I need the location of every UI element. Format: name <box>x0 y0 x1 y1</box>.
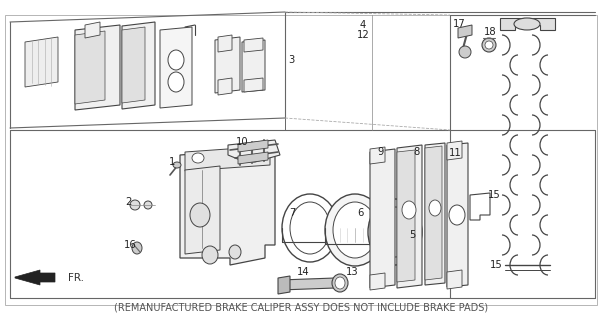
Polygon shape <box>238 140 268 152</box>
Polygon shape <box>397 145 422 288</box>
Polygon shape <box>218 78 232 95</box>
Text: FR.: FR. <box>68 273 84 283</box>
Text: 4: 4 <box>360 20 366 30</box>
Text: 5: 5 <box>409 230 415 240</box>
Ellipse shape <box>168 72 184 92</box>
Polygon shape <box>447 270 462 289</box>
Polygon shape <box>278 276 290 294</box>
Ellipse shape <box>514 18 540 30</box>
Polygon shape <box>425 143 445 285</box>
Text: 10: 10 <box>236 137 248 147</box>
Ellipse shape <box>190 203 210 227</box>
Ellipse shape <box>459 46 471 58</box>
Text: 18: 18 <box>483 27 496 37</box>
Ellipse shape <box>485 41 493 49</box>
Text: 17: 17 <box>453 19 465 29</box>
Ellipse shape <box>482 38 496 52</box>
Polygon shape <box>447 141 462 160</box>
Text: 3: 3 <box>288 55 294 65</box>
Ellipse shape <box>202 246 218 264</box>
Polygon shape <box>75 25 120 110</box>
Text: 15: 15 <box>488 190 500 200</box>
Ellipse shape <box>333 202 377 258</box>
Polygon shape <box>180 148 275 265</box>
Ellipse shape <box>229 245 241 259</box>
Text: 11: 11 <box>448 148 461 158</box>
Polygon shape <box>25 37 58 87</box>
Text: 13: 13 <box>346 267 358 277</box>
Polygon shape <box>370 147 385 164</box>
Ellipse shape <box>192 153 204 163</box>
Text: 7: 7 <box>289 208 295 218</box>
Ellipse shape <box>168 50 184 70</box>
Text: 16: 16 <box>123 240 137 250</box>
Text: 1: 1 <box>169 157 175 167</box>
Polygon shape <box>370 149 395 288</box>
Polygon shape <box>280 278 335 290</box>
Polygon shape <box>425 146 442 280</box>
Ellipse shape <box>290 202 330 254</box>
Text: 12: 12 <box>356 30 370 40</box>
Polygon shape <box>370 273 385 290</box>
Polygon shape <box>244 78 263 92</box>
Ellipse shape <box>449 205 465 225</box>
Text: (REMANUFACTURED BRAKE CALIPER ASSY DOES NOT INCLUDE BRAKE PADS): (REMANUFACTURED BRAKE CALIPER ASSY DOES … <box>114 302 488 312</box>
Ellipse shape <box>332 274 348 292</box>
Polygon shape <box>397 150 415 282</box>
Polygon shape <box>160 27 192 108</box>
Ellipse shape <box>429 200 441 216</box>
Ellipse shape <box>173 162 181 168</box>
Ellipse shape <box>144 201 152 209</box>
Ellipse shape <box>325 194 385 266</box>
Text: 15: 15 <box>489 260 503 270</box>
Text: 6: 6 <box>357 208 363 218</box>
Ellipse shape <box>368 199 422 265</box>
Text: 8: 8 <box>414 147 420 157</box>
Polygon shape <box>458 25 472 38</box>
Polygon shape <box>238 152 268 164</box>
Polygon shape <box>447 143 468 287</box>
Polygon shape <box>185 146 270 171</box>
Polygon shape <box>500 18 555 30</box>
Text: 14: 14 <box>297 267 309 277</box>
Polygon shape <box>244 38 263 52</box>
Ellipse shape <box>402 201 416 219</box>
Polygon shape <box>122 27 145 103</box>
Polygon shape <box>185 166 220 254</box>
Ellipse shape <box>376 207 414 257</box>
Polygon shape <box>218 35 232 52</box>
Ellipse shape <box>130 200 140 210</box>
Polygon shape <box>228 140 280 162</box>
Ellipse shape <box>335 277 345 289</box>
Text: 2: 2 <box>125 197 131 207</box>
Polygon shape <box>15 270 55 285</box>
Polygon shape <box>242 40 265 92</box>
Ellipse shape <box>132 242 142 254</box>
Polygon shape <box>122 22 155 109</box>
Polygon shape <box>75 31 105 104</box>
Polygon shape <box>85 22 100 38</box>
Polygon shape <box>215 37 240 93</box>
Ellipse shape <box>282 194 338 262</box>
Text: 9: 9 <box>378 147 384 157</box>
